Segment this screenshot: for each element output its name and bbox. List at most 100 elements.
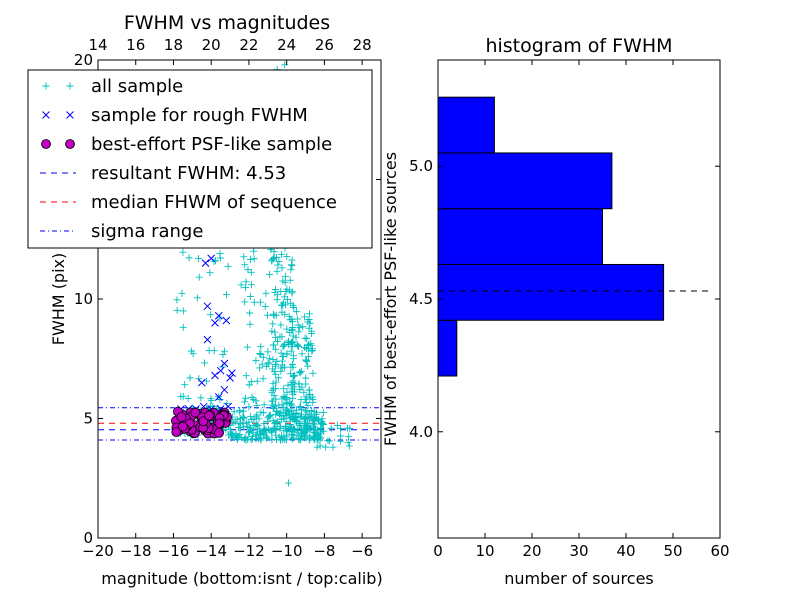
- all-sample-point: [310, 433, 318, 441]
- all-sample-point: [270, 368, 278, 376]
- all-sample-point: [272, 285, 280, 293]
- all-sample-point: [264, 418, 272, 426]
- left-scatter-points: [170, 61, 354, 487]
- all-sample-point: [289, 323, 297, 331]
- all-sample-point: [269, 355, 277, 363]
- all-sample-point: [216, 254, 224, 262]
- psf-sample-point: [214, 427, 224, 438]
- legend-box: [27, 69, 373, 249]
- all-sample-point: [270, 312, 278, 320]
- legend-marker-rough-sample: [66, 111, 74, 119]
- all-sample-point: [288, 431, 296, 439]
- all-sample-point: [195, 254, 203, 262]
- all-sample-point: [222, 291, 230, 299]
- all-sample-point: [302, 374, 310, 382]
- legend-label-3: resultant FWHM: 4.53: [91, 163, 286, 184]
- all-sample-point: [206, 269, 214, 277]
- left-y-tick-label: 0: [83, 529, 93, 547]
- all-sample-point: [179, 248, 187, 256]
- all-sample-point: [272, 395, 280, 403]
- right-x-tick-label: 30: [569, 542, 588, 560]
- all-sample-point: [311, 423, 319, 431]
- all-sample-point: [297, 402, 305, 410]
- all-sample-point: [319, 421, 327, 429]
- all-sample-point: [240, 414, 248, 422]
- right-x-tick-label: 0: [433, 542, 443, 560]
- all-sample-point: [266, 271, 274, 279]
- all-sample-point: [295, 328, 303, 336]
- all-sample-point: [270, 425, 278, 433]
- all-sample-point: [270, 341, 278, 349]
- all-sample-point: [280, 385, 288, 393]
- all-sample-point: [292, 333, 300, 341]
- all-sample-point: [240, 414, 248, 422]
- all-sample-point: [256, 298, 264, 306]
- left-x-tick-label: −8: [313, 542, 335, 560]
- psf-sample-point: [177, 421, 188, 432]
- rough-sample-point: [207, 254, 216, 263]
- all-sample-point: [308, 414, 316, 422]
- all-sample-point: [279, 352, 287, 360]
- all-sample-point: [288, 256, 296, 264]
- histogram-bar: [437, 208, 603, 265]
- all-sample-point: [297, 395, 305, 403]
- all-sample-point: [279, 277, 287, 285]
- all-sample-point: [297, 406, 305, 414]
- all-sample-point: [305, 324, 313, 332]
- all-sample-point: [240, 435, 248, 443]
- all-sample-point: [295, 380, 303, 388]
- all-sample-point: [291, 371, 299, 379]
- all-sample-point: [256, 364, 264, 372]
- all-sample-point: [287, 400, 295, 408]
- all-sample-point: [195, 375, 203, 383]
- all-sample-point: [305, 386, 313, 394]
- all-sample-point: [186, 374, 194, 382]
- all-sample-point: [254, 422, 262, 430]
- right-y-tick-label: 5.0: [409, 157, 433, 175]
- all-sample-point: [286, 329, 294, 337]
- all-sample-point: [337, 424, 345, 432]
- all-sample-point: [242, 394, 250, 402]
- all-sample-point: [346, 424, 354, 432]
- all-sample-point: [277, 409, 285, 417]
- all-sample-point: [240, 253, 248, 261]
- all-sample-point: [242, 433, 250, 441]
- right-y-tick-label: 4.0: [409, 423, 433, 441]
- all-sample-point: [344, 438, 352, 446]
- all-sample-point: [318, 417, 326, 425]
- all-sample-point: [229, 432, 237, 440]
- legend-label-4: median FHWM of sequence: [91, 192, 337, 213]
- all-sample-point: [283, 325, 291, 333]
- all-sample-point: [252, 413, 260, 421]
- all-sample-point: [245, 403, 253, 411]
- all-sample-point: [276, 411, 284, 419]
- all-sample-point: [303, 335, 311, 343]
- all-sample-point: [302, 407, 310, 415]
- all-sample-point: [179, 323, 187, 331]
- all-sample-point: [246, 255, 254, 263]
- all-sample-point: [256, 431, 264, 439]
- all-sample-point: [289, 352, 297, 360]
- right-x-axis-label: number of sources: [504, 569, 654, 588]
- all-sample-point: [264, 348, 272, 356]
- all-sample-point: [216, 314, 224, 322]
- all-sample-point: [292, 410, 300, 418]
- all-sample-point: [297, 435, 305, 443]
- legend-label-1: sample for rough FWHM: [91, 105, 308, 126]
- right-plot-frame: [437, 59, 721, 539]
- all-sample-point: [319, 409, 327, 417]
- all-sample-point: [247, 378, 255, 386]
- all-sample-point: [242, 372, 250, 380]
- all-sample-point: [294, 321, 302, 329]
- all-sample-point: [253, 402, 261, 410]
- all-sample-point: [246, 320, 254, 328]
- all-sample-point: [280, 340, 288, 348]
- all-sample-point: [284, 295, 292, 303]
- all-sample-point: [302, 393, 310, 401]
- all-sample-point: [289, 363, 297, 371]
- all-sample-point: [303, 358, 311, 366]
- all-sample-point: [268, 256, 276, 264]
- all-sample-point: [247, 412, 255, 420]
- all-sample-point: [296, 412, 304, 420]
